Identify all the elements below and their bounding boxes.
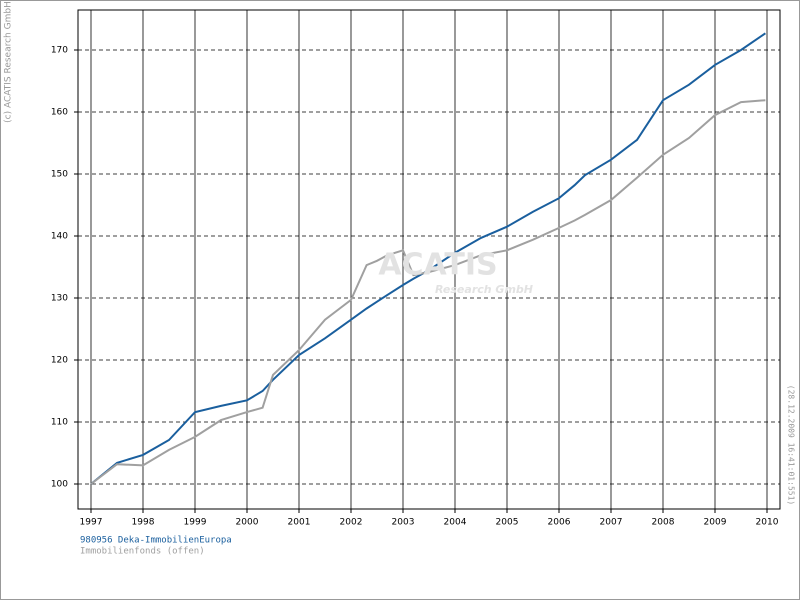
x-tick-label: 2003: [392, 518, 415, 528]
x-tick-label: 2008: [652, 518, 675, 528]
x-tick-label: 2000: [236, 518, 259, 528]
x-tick-label: 2009: [704, 518, 727, 528]
timestamp: (28.12.2009 16:41:01:551): [787, 385, 796, 505]
y-tick-label: 140: [51, 232, 68, 242]
series-line: [90, 99, 766, 485]
x-tick-label: 2005: [496, 518, 519, 528]
legend-entry: Immobilienfonds (offen): [80, 547, 205, 557]
x-tick-label: 2004: [444, 518, 467, 528]
x-tick-label: 1999: [184, 518, 207, 528]
y-tick-label: 160: [51, 107, 68, 117]
y-tick-label: 130: [51, 294, 68, 304]
x-tick-label: 1998: [132, 518, 155, 528]
x-tick-label: 2010: [756, 518, 779, 528]
watermark: ACATIS: [378, 248, 497, 283]
legend-entry: 980956 Deka-ImmobilienEuropa: [80, 536, 232, 546]
y-tick-label: 110: [51, 418, 68, 428]
x-tick-label: 2001: [288, 518, 311, 528]
x-tick-label: 2002: [340, 518, 363, 528]
plot-area: 100 110 120 130 140 150 160 170 1997 1998 1999 2000…: [51, 9, 781, 528]
series-line: [90, 32, 766, 485]
x-tick-label: 1997: [80, 518, 103, 528]
y-tick-label: 120: [51, 356, 68, 366]
x-tick-label: 2007: [600, 518, 623, 528]
y-tick-label: 100: [51, 480, 68, 490]
y-tick-label: 150: [51, 169, 68, 179]
watermark: Research GmbH: [435, 283, 533, 296]
x-tick-label: 2006: [548, 518, 571, 528]
copyright: (c) ACATIS Research GmbH: [4, 1, 14, 123]
y-tick-label: 170: [51, 45, 68, 55]
